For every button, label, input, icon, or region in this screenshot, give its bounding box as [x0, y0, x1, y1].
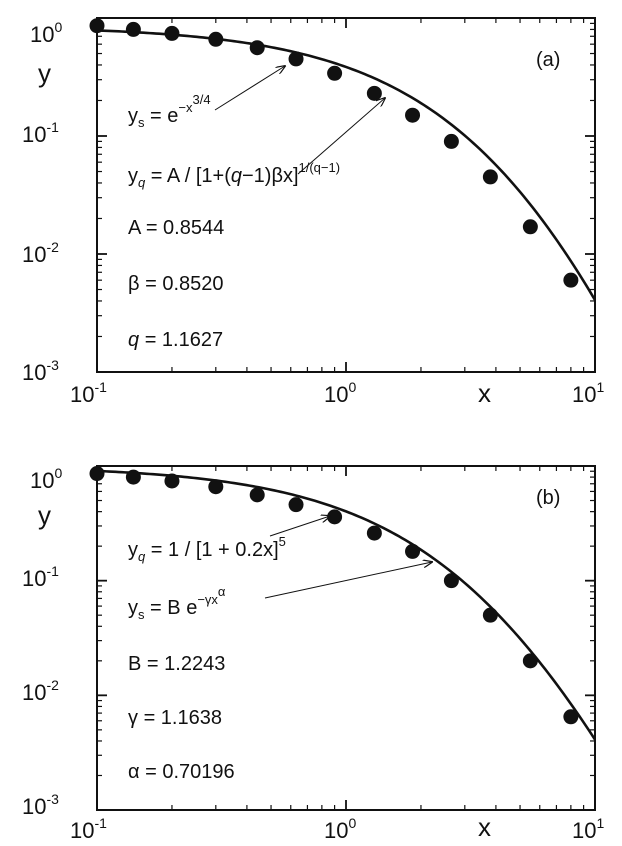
- arrow-ys: [264, 562, 432, 599]
- data-point-3: [208, 479, 224, 495]
- data-point-6: [327, 65, 343, 81]
- x-tick-label-2: 101: [572, 815, 604, 843]
- x-axis-title: x: [478, 378, 491, 408]
- plot-frame: [96, 17, 596, 373]
- param-beta: β = 0.8520: [128, 273, 224, 295]
- y-tick-label-0: 100: [30, 19, 62, 47]
- data-point-12: [563, 709, 579, 725]
- data-point-6: [327, 509, 343, 525]
- data-point-9: [443, 573, 459, 589]
- y-tick-label-2: 10-2: [22, 677, 59, 705]
- param-gamma: γ = 1.1638: [128, 707, 222, 729]
- y-tick-label-1: 10-1: [22, 119, 59, 147]
- y-tick-label-3: 10-3: [22, 791, 59, 819]
- panel-label: (a): [536, 49, 560, 71]
- param-alpha: α = 0.70196: [128, 761, 235, 783]
- x-tick-label-0: 10-1: [70, 815, 107, 843]
- y-axis-title: y: [38, 58, 51, 88]
- x-tick-label-1: 100: [324, 815, 356, 843]
- x-axis-title: x: [478, 812, 491, 842]
- data-point-7: [366, 525, 382, 541]
- x-tick-label-2: 101: [572, 379, 604, 407]
- data-point-9: [443, 133, 459, 149]
- data-point-5: [288, 51, 304, 67]
- chart-panel-b: 100 10-1 10-2 10-3 10-1 100 101 y x (b) …: [22, 465, 604, 843]
- x-tick-label-1: 100: [324, 379, 356, 407]
- y-tick-label-3: 10-3: [22, 357, 59, 385]
- data-point-0: [89, 18, 105, 34]
- arrow-yq: [269, 516, 330, 537]
- data-point-2: [164, 473, 180, 489]
- data-point-10: [482, 169, 498, 185]
- data-markers: [89, 466, 579, 725]
- equation-ys: ys = e−x3/4: [128, 92, 211, 130]
- data-point-11: [522, 653, 538, 669]
- tick-marks: [96, 466, 595, 811]
- data-point-0: [89, 466, 105, 482]
- x-tick-label-0: 10-1: [70, 379, 107, 407]
- data-point-1: [125, 21, 141, 37]
- arrow-yq: [297, 98, 385, 175]
- data-point-4: [249, 40, 265, 56]
- data-markers: [89, 18, 579, 288]
- y-tick-label-0: 100: [30, 465, 62, 493]
- y-tick-label-1: 10-1: [22, 563, 59, 591]
- param-q: q = 1.1627: [128, 329, 223, 351]
- data-point-1: [125, 469, 141, 485]
- data-point-7: [366, 85, 382, 101]
- fit-curve: [96, 29, 597, 301]
- chart-panel-a: 100 10-1 10-2 10-3 10-1 100 101 y x (a) …: [22, 17, 604, 408]
- data-point-3: [208, 31, 224, 47]
- data-point-12: [563, 272, 579, 288]
- data-point-4: [249, 487, 265, 503]
- param-A: A = 0.8544: [128, 217, 224, 239]
- equation-yq: yq = A / [1+(q−1)βx]1/(q−1): [128, 160, 340, 190]
- data-point-2: [164, 25, 180, 41]
- data-point-8: [405, 543, 421, 559]
- data-point-5: [288, 497, 304, 513]
- data-point-8: [405, 107, 421, 123]
- fit-curve: [96, 469, 597, 741]
- equation-ys: ys = B e−γxα: [128, 584, 226, 622]
- tick-marks: [96, 18, 595, 373]
- y-axis-title: y: [38, 500, 51, 530]
- arrow-ys: [214, 66, 285, 111]
- y-tick-label-2: 10-2: [22, 239, 59, 267]
- equation-yq: yq = 1 / [1 + 0.2x]5: [128, 534, 286, 564]
- panel-label: (b): [536, 487, 560, 509]
- data-point-11: [522, 219, 538, 235]
- data-point-10: [482, 607, 498, 623]
- param-B: B = 1.2243: [128, 653, 225, 675]
